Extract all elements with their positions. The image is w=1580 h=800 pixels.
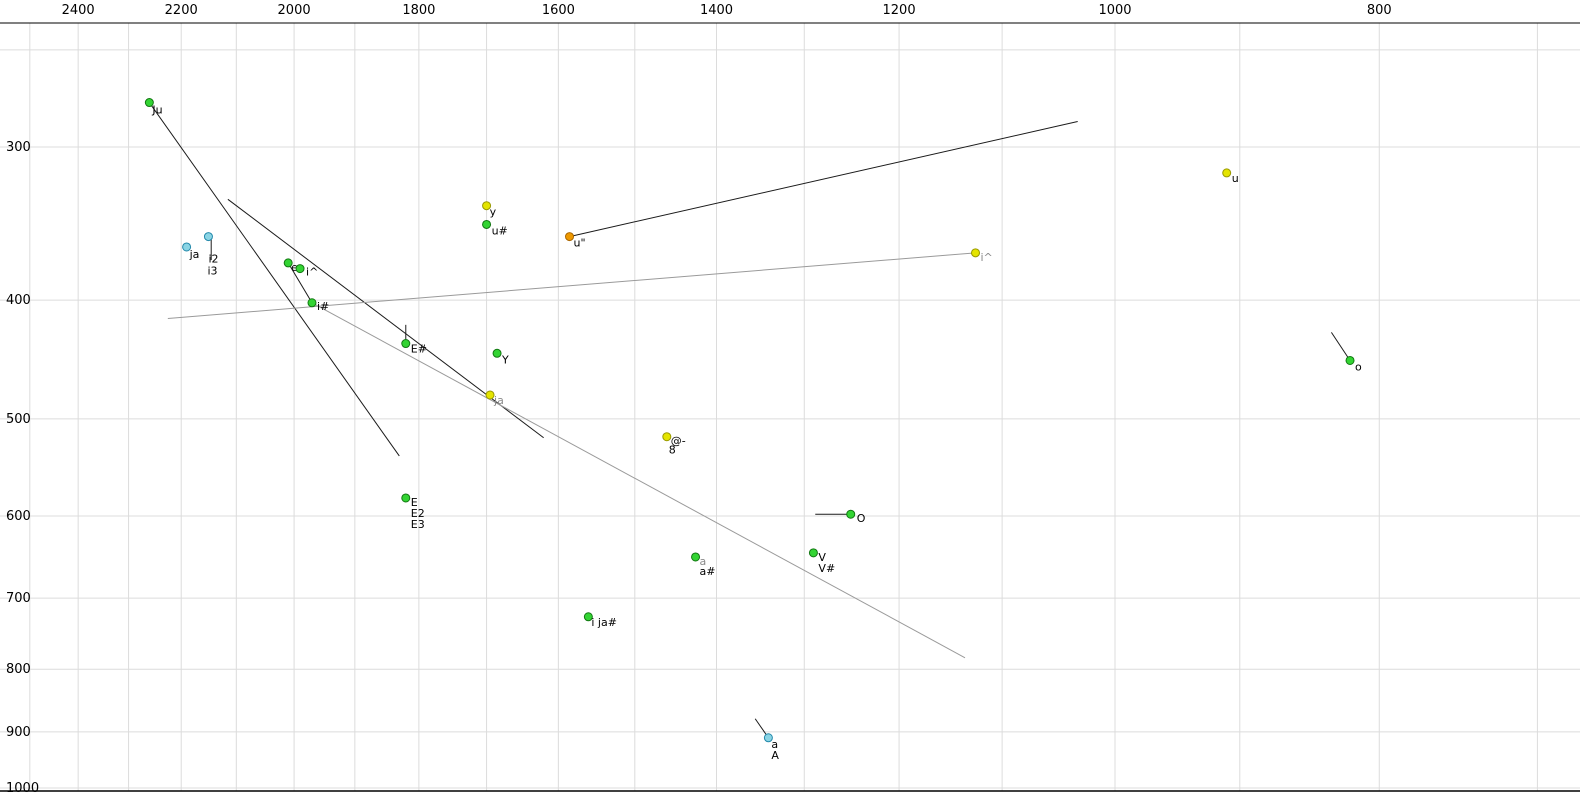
data-point[interactable] [492,348,502,358]
x-tick-label: 1800 [402,3,435,18]
x-tick-label: 1600 [542,3,575,18]
point-label: i ja# [591,616,617,629]
point-label: i^ [981,251,993,264]
y-tick-label: 400 [6,293,31,308]
data-point[interactable] [401,493,411,503]
data-point[interactable] [401,339,411,349]
data-point[interactable] [846,509,856,519]
point-label: o [1355,360,1362,373]
point-label: a [771,738,778,751]
data-segment [167,252,976,319]
data-point[interactable] [763,733,773,743]
point-label: Y [501,353,509,366]
point-label: i2 [208,253,218,266]
y-tick-label: 300 [6,140,31,155]
y-tick-label: 500 [6,412,31,427]
data-point[interactable] [1345,355,1355,365]
x-tick-label: 1200 [883,3,916,18]
point-label: u [1232,172,1239,185]
data-point[interactable] [482,201,492,211]
point-label: ja [189,248,200,261]
data-point[interactable] [691,552,701,562]
data-point[interactable] [583,612,593,622]
point-label: y [490,206,497,219]
y-tick-label: 900 [6,725,31,740]
x-tick-label: 2200 [165,3,198,18]
data-segment [311,302,966,659]
data-point[interactable] [808,548,818,558]
point-label: E3 [411,518,425,531]
data-point[interactable] [283,258,293,268]
data-point[interactable] [203,232,213,242]
data-point[interactable] [565,232,575,242]
data-point[interactable] [662,432,672,442]
point-label: V# [818,562,835,575]
point-label: ja [493,394,504,407]
x-tick-label: 1000 [1098,3,1131,18]
data-point[interactable] [307,298,317,308]
point-label: i3 [207,265,217,278]
point-label: A [771,749,779,762]
point-label: E2 [411,507,425,520]
data-segment [148,102,400,457]
y-tick-label: 600 [6,509,31,524]
y-tick-label: 800 [6,662,31,677]
x-tick-label: 800 [1367,3,1392,18]
point-label: E [411,496,418,509]
point-label: i^ [306,266,318,279]
point-label: i# [317,300,329,313]
point-label: @- [671,435,686,448]
point-label: 8 [669,444,676,457]
data-point[interactable] [971,248,981,258]
point-label: O [857,512,866,525]
y-tick-label: 1000 [6,781,39,796]
y-tick-label: 700 [6,591,31,606]
data-point[interactable] [1222,168,1232,178]
data-segment [287,262,313,304]
data-segment [1330,332,1351,361]
point-label: E# [411,343,427,356]
point-label: u# [492,224,508,237]
point-label: a [700,555,707,568]
point-label: V [818,551,826,564]
point-label: Ju [151,104,162,117]
point-label: u" [574,237,586,250]
data-point[interactable] [485,390,495,400]
data-segment [569,121,1078,238]
x-tick-label: 2400 [62,3,95,18]
data-point[interactable] [182,242,192,252]
x-tick-label: 1400 [700,3,733,18]
data-point[interactable] [482,219,492,229]
data-point[interactable] [144,98,154,108]
data-point[interactable] [295,264,305,274]
point-label: e [291,261,298,274]
x-tick-label: 2000 [278,3,311,18]
point-label: a# [700,565,716,578]
